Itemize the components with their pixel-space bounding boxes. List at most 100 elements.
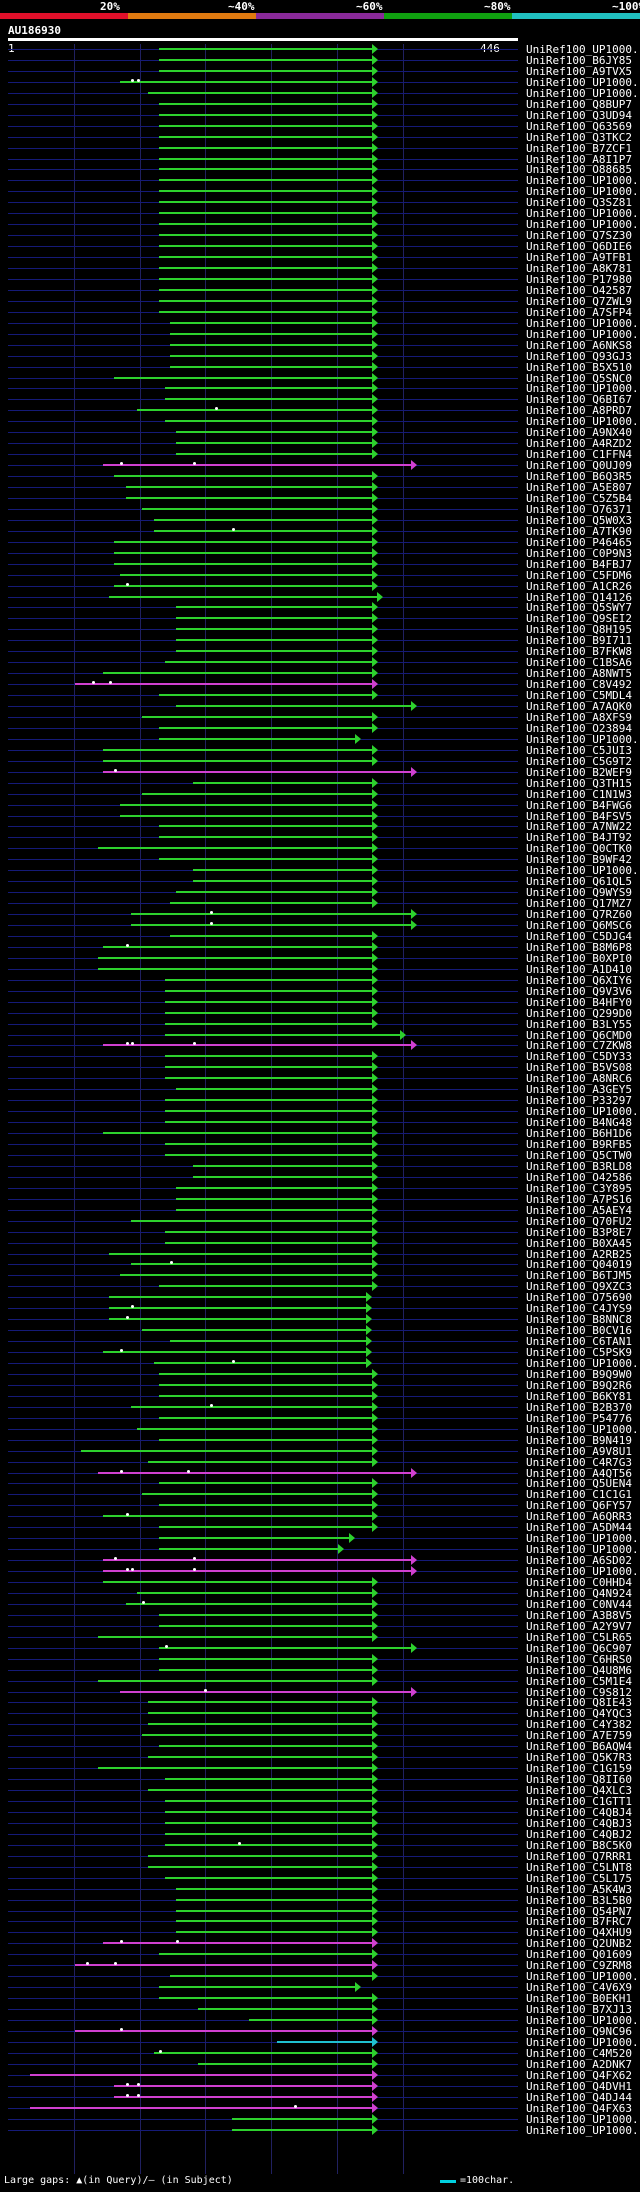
alignment-bar[interactable]	[164, 1800, 372, 1802]
hit-label[interactable]: UniRef100_Q8II60	[526, 1773, 632, 1787]
alignment-bar[interactable]	[159, 836, 372, 839]
alignment-bar[interactable]	[159, 1657, 372, 1660]
hit-row[interactable]: UniRef100_A3GEY5	[0, 1083, 640, 1096]
hit-row[interactable]: UniRef100_UP1000..	[0, 733, 640, 746]
hit-row[interactable]: UniRef100_A2DNK7	[0, 2058, 640, 2071]
hit-row[interactable]: UniRef100_C1GTT1	[0, 1795, 640, 1808]
hit-label[interactable]: UniRef100_Q8BUP7	[526, 97, 632, 111]
hit-row[interactable]: UniRef100_Q7SZ30	[0, 229, 640, 242]
hit-label[interactable]: UniRef100_C0NV44	[526, 1597, 632, 1611]
alignment-bar[interactable]	[103, 770, 411, 773]
hit-row[interactable]: UniRef100_B5VS08	[0, 1061, 640, 1075]
hit-label[interactable]: UniRef100_O23894	[526, 721, 632, 735]
hit-row[interactable]: UniRef100_Q0CTK0	[0, 842, 640, 855]
alignment-bar[interactable]	[120, 573, 372, 576]
hit-label[interactable]: UniRef100_C4QBJ2	[526, 1827, 632, 1841]
alignment-bar[interactable]	[125, 486, 372, 488]
hit-label[interactable]: UniRef100_B0EKH1	[526, 1992, 632, 2006]
hit-label[interactable]: UniRef100_A5DM44	[526, 1521, 632, 1535]
hit-label[interactable]: UniRef100_C4M520	[526, 2046, 632, 2060]
hit-label[interactable]: UniRef100_B9Q9W0	[526, 1367, 632, 1381]
hit-label[interactable]: UniRef100_B4FSV5	[526, 809, 632, 823]
hit-row[interactable]: UniRef100_B3P8E7	[0, 1225, 640, 1239]
hit-row[interactable]: UniRef100_B6AQW4	[0, 1740, 640, 1753]
hit-label[interactable]: UniRef100_A5E807	[526, 481, 632, 494]
hit-label[interactable]: UniRef100_O42587	[526, 283, 632, 297]
hit-row[interactable]: UniRef100_Q4XHU9	[0, 1926, 640, 1939]
alignment-bar[interactable]	[159, 135, 372, 138]
hit-label[interactable]: UniRef100_UP1000..	[526, 1357, 640, 1370]
alignment-bar[interactable]	[164, 1832, 372, 1835]
alignment-bar[interactable]	[164, 1099, 372, 1102]
hit-label[interactable]: UniRef100_B0CV16	[526, 1324, 632, 1338]
hit-row[interactable]: UniRef100_Q4FX62	[0, 2068, 640, 2082]
hit-row[interactable]: UniRef100_Q93GJ3	[0, 350, 640, 363]
alignment-bar[interactable]	[148, 1712, 372, 1715]
alignment-bar[interactable]	[170, 934, 372, 937]
hit-label[interactable]: UniRef100_A7PS16	[526, 1192, 632, 1206]
alignment-bar[interactable]	[159, 267, 372, 269]
hit-label[interactable]: UniRef100_Q4FX62	[526, 2068, 632, 2082]
hit-row[interactable]: UniRef100_Q5CTW0	[0, 1149, 640, 1162]
hit-row[interactable]: UniRef100_Q70FU2	[0, 1215, 640, 1228]
hit-row[interactable]: UniRef100_B9Q9W0	[0, 1367, 640, 1381]
hit-label[interactable]: UniRef100_Q4FX63	[526, 2101, 632, 2115]
hit-row[interactable]: UniRef100_C1BSA6	[0, 656, 640, 669]
alignment-bar[interactable]	[159, 212, 372, 215]
hit-label[interactable]: UniRef100_A2RB25	[526, 1247, 632, 1261]
hit-label[interactable]: UniRef100_Q63569	[526, 119, 632, 133]
hit-row[interactable]: UniRef100_A3B8V5	[0, 1609, 640, 1622]
hit-row[interactable]: UniRef100_C0NV44	[0, 1597, 640, 1611]
hit-label[interactable]: UniRef100_B3P8E7	[526, 1225, 632, 1239]
hit-row[interactable]: UniRef100_C5M1E4	[0, 1675, 640, 1688]
hit-label[interactable]: UniRef100_Q3UD94	[526, 108, 632, 122]
alignment-bar[interactable]	[114, 551, 372, 554]
alignment-bar[interactable]	[142, 1329, 366, 1332]
hit-label[interactable]: UniRef100_C8V492	[526, 678, 632, 692]
hit-row[interactable]: UniRef100_UP1000..	[0, 207, 640, 220]
hit-label[interactable]: UniRef100_B9Q2R6	[526, 1378, 632, 1392]
alignment-bar[interactable]	[164, 1230, 372, 1233]
hit-row[interactable]: UniRef100_C5LR65	[0, 1631, 640, 1644]
alignment-bar[interactable]	[142, 715, 372, 718]
hit-label[interactable]: UniRef100_C1N1W3	[526, 787, 632, 801]
hit-row[interactable]: UniRef100_B0CV16	[0, 1324, 640, 1338]
hit-label[interactable]: UniRef100_UP1000..	[526, 1422, 640, 1436]
alignment-bar[interactable]	[159, 1482, 372, 1485]
hit-row[interactable]: UniRef100_Q4DJ44	[0, 2091, 640, 2104]
hit-row[interactable]: UniRef100_C5JUI3	[0, 744, 640, 757]
hit-label[interactable]: UniRef100_O42586	[526, 1170, 632, 1184]
alignment-bar[interactable]	[153, 2051, 372, 2054]
hit-row[interactable]: UniRef100_UP1000..	[0, 76, 640, 89]
alignment-bar[interactable]	[103, 1570, 411, 1573]
hit-row[interactable]: UniRef100_B5X510	[0, 361, 640, 374]
hit-label[interactable]: UniRef100_B4HFY0	[526, 995, 632, 1009]
hit-label[interactable]: UniRef100_B5VS08	[526, 1061, 632, 1075]
alignment-bar[interactable]	[97, 1679, 372, 1682]
hit-row[interactable]: UniRef100_A7SFP4	[0, 306, 640, 319]
hit-label[interactable]: UniRef100_A5K4W3	[526, 1882, 632, 1896]
hit-row[interactable]: UniRef100_Q7RZ60	[0, 908, 640, 921]
hit-row[interactable]: UniRef100_Q3TH15	[0, 777, 640, 790]
hit-label[interactable]: UniRef100_B8NNC8	[526, 1313, 632, 1327]
hit-row[interactable]: UniRef100_P33297	[0, 1094, 640, 1107]
hit-row[interactable]: UniRef100_Q7RRR1	[0, 1850, 640, 1863]
hit-label[interactable]: UniRef100_Q01609	[526, 1948, 632, 1962]
hit-row[interactable]: UniRef100_A2RB25	[0, 1247, 640, 1261]
alignment-bar[interactable]	[159, 1438, 372, 1441]
hit-row[interactable]: UniRef100_C5L175	[0, 1872, 640, 1885]
hit-label[interactable]: UniRef100_A8XFS9	[526, 710, 632, 724]
hit-label[interactable]: UniRef100_C4JYS9	[526, 1302, 632, 1316]
alignment-bar[interactable]	[159, 1613, 372, 1616]
hit-label[interactable]: UniRef100_B9WF42	[526, 853, 632, 867]
hit-label[interactable]: UniRef100_B7XJ13	[526, 2003, 632, 2017]
alignment-bar[interactable]	[153, 1362, 366, 1364]
hit-row[interactable]: UniRef100_B2B370	[0, 1401, 640, 1414]
hit-label[interactable]: UniRef100_Q7ZWL9	[526, 294, 632, 308]
alignment-bar[interactable]	[176, 606, 372, 609]
alignment-bar[interactable]	[159, 1953, 372, 1956]
hit-row[interactable]: UniRef100_UP1000..	[0, 218, 640, 231]
alignment-bar[interactable]	[232, 2117, 372, 2120]
hit-label[interactable]: UniRef100_B4NG48	[526, 1116, 632, 1130]
alignment-bar[interactable]	[136, 1427, 372, 1430]
